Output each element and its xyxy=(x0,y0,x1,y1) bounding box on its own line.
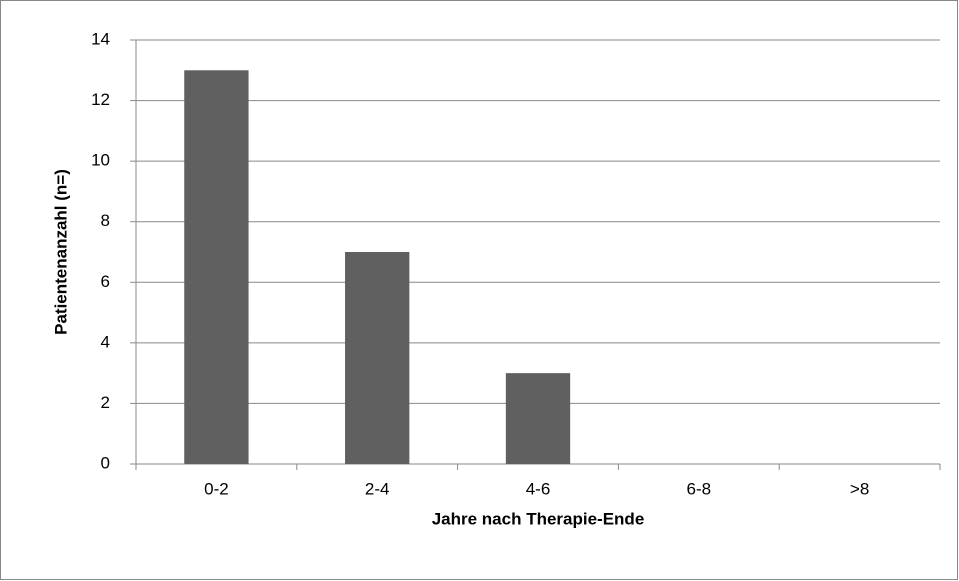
y-tick-label: 14 xyxy=(91,29,110,48)
y-tick-label: 12 xyxy=(91,90,110,109)
x-tick-label: >8 xyxy=(850,479,869,498)
y-tick-label: 6 xyxy=(101,272,110,291)
y-tick-label: 0 xyxy=(101,453,110,472)
bar xyxy=(345,252,410,464)
bar xyxy=(184,70,249,465)
x-tick-label: 6-8 xyxy=(687,479,712,498)
x-tick-label: 0-2 xyxy=(204,479,229,498)
y-tick-label: 4 xyxy=(101,332,110,351)
bar xyxy=(505,373,571,464)
x-tick-label: 2-4 xyxy=(365,479,390,498)
y-axis-title: Patientenanzahl (n=) xyxy=(51,169,70,335)
y-tick-label: 10 xyxy=(91,151,110,170)
x-axis-title: Jahre nach Therapie-Ende xyxy=(432,509,645,528)
y-tick-label: 2 xyxy=(101,393,110,412)
x-tick-label: 4-6 xyxy=(526,479,551,498)
y-tick-label: 8 xyxy=(101,211,110,230)
